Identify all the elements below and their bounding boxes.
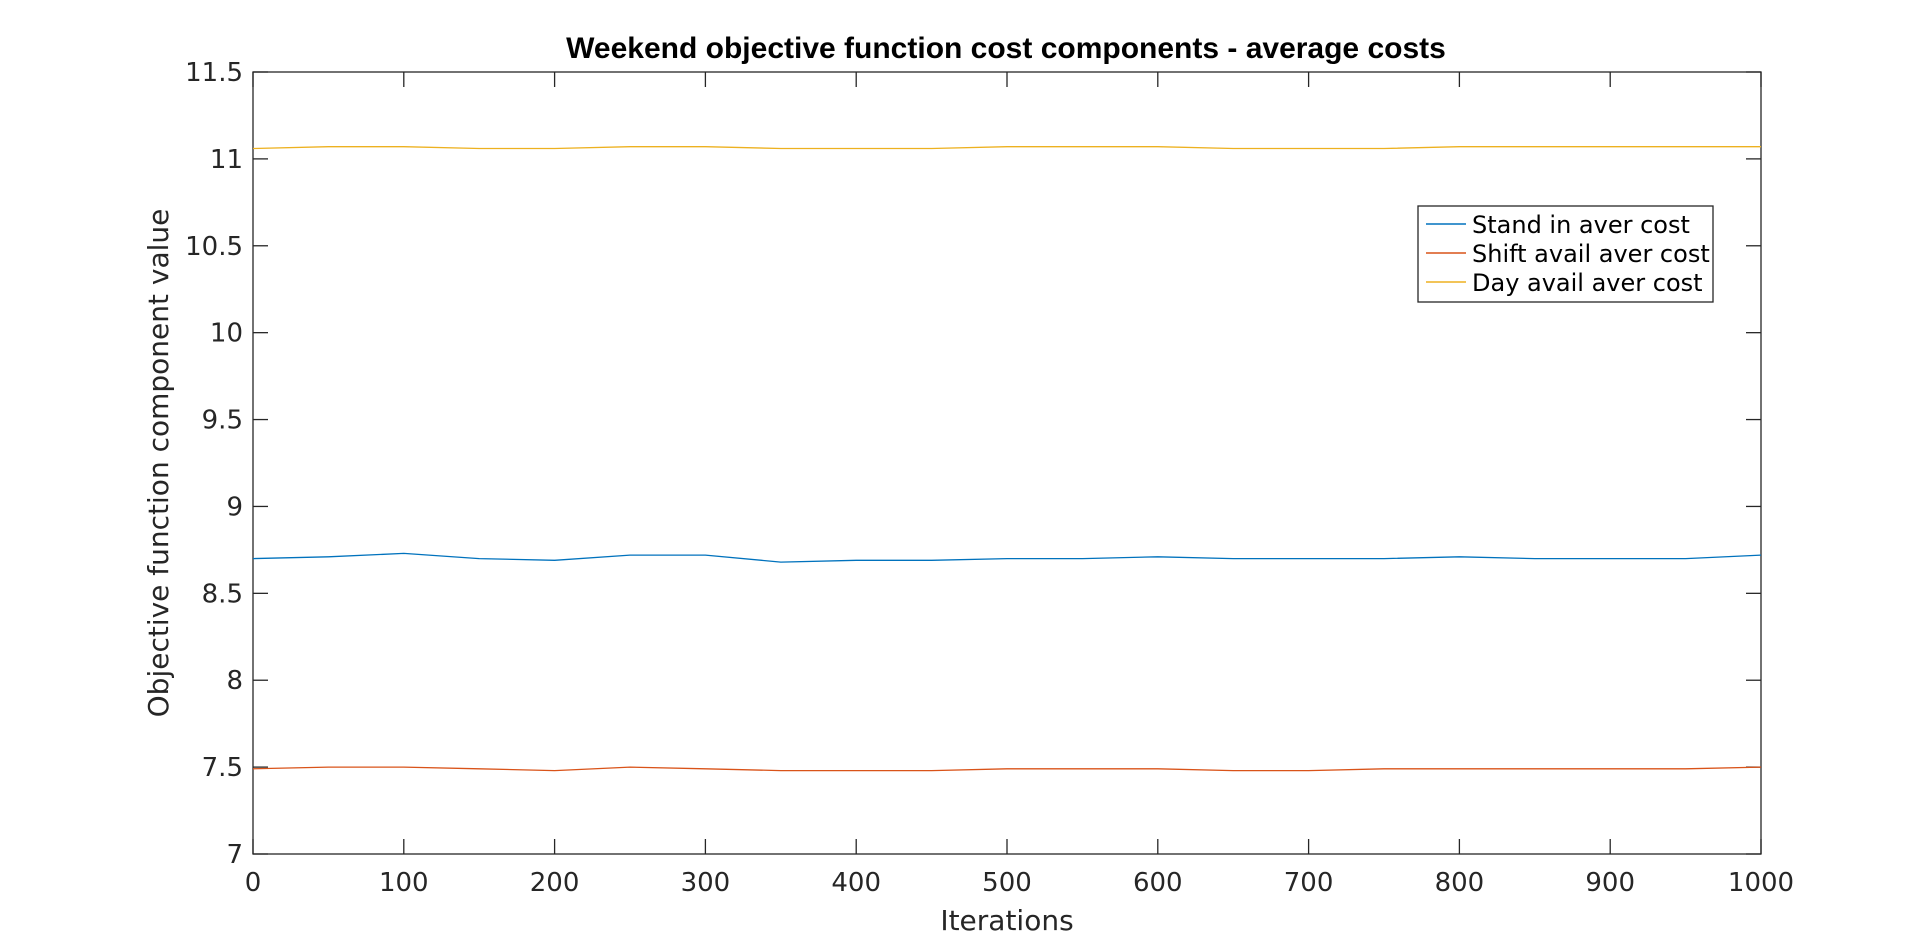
y-tick-label: 10.5 — [185, 232, 243, 262]
y-tick-label: 11 — [210, 145, 243, 175]
chart-title: Weekend objective function cost componen… — [566, 32, 1446, 65]
y-tick-label: 7.5 — [202, 753, 243, 783]
legend-entry-label: Stand in aver cost — [1472, 211, 1690, 239]
series-group — [252, 146, 1762, 772]
x-tick-label: 800 — [1435, 868, 1485, 898]
legend-entry-label: Shift avail aver cost — [1472, 240, 1710, 268]
y-tick-label: 10 — [210, 319, 243, 349]
y-tick-label: 9.5 — [202, 406, 243, 436]
series-line-1 — [252, 552, 1762, 563]
x-tick-label: 100 — [379, 868, 429, 898]
y-tick-label: 7 — [226, 840, 243, 870]
plot-frame — [252, 71, 1762, 855]
x-tick-label: 700 — [1284, 868, 1334, 898]
series-line-2 — [252, 766, 1762, 772]
series-line-3 — [252, 146, 1761, 150]
y-tick-label: 11.5 — [185, 58, 243, 88]
x-axis: 0 100 200 300 400 500 600 700 800 900 1000 — [245, 72, 1794, 898]
x-tick-label: 1000 — [1728, 868, 1794, 898]
legend-entry-label: Day avail aver cost — [1472, 269, 1703, 297]
y-axis-label: Objective function component value — [142, 209, 175, 718]
x-tick-label: 900 — [1585, 868, 1635, 898]
y-tick-label: 8.5 — [202, 579, 243, 609]
legend-box — [1417, 205, 1714, 303]
x-tick-label: 300 — [681, 868, 731, 898]
x-tick-label: 0 — [245, 868, 262, 898]
x-axis-label: Iterations — [940, 904, 1073, 937]
y-tick-label: 8 — [226, 666, 243, 696]
x-tick-label: 600 — [1133, 868, 1183, 898]
y-axis: 7 7.5 8 8.5 9 9.5 10 10.5 11 11.5 — [185, 58, 1761, 870]
x-tick-label: 400 — [831, 868, 881, 898]
x-tick-label: 500 — [982, 868, 1032, 898]
y-tick-label: 9 — [226, 492, 243, 522]
x-tick-label: 200 — [530, 868, 580, 898]
